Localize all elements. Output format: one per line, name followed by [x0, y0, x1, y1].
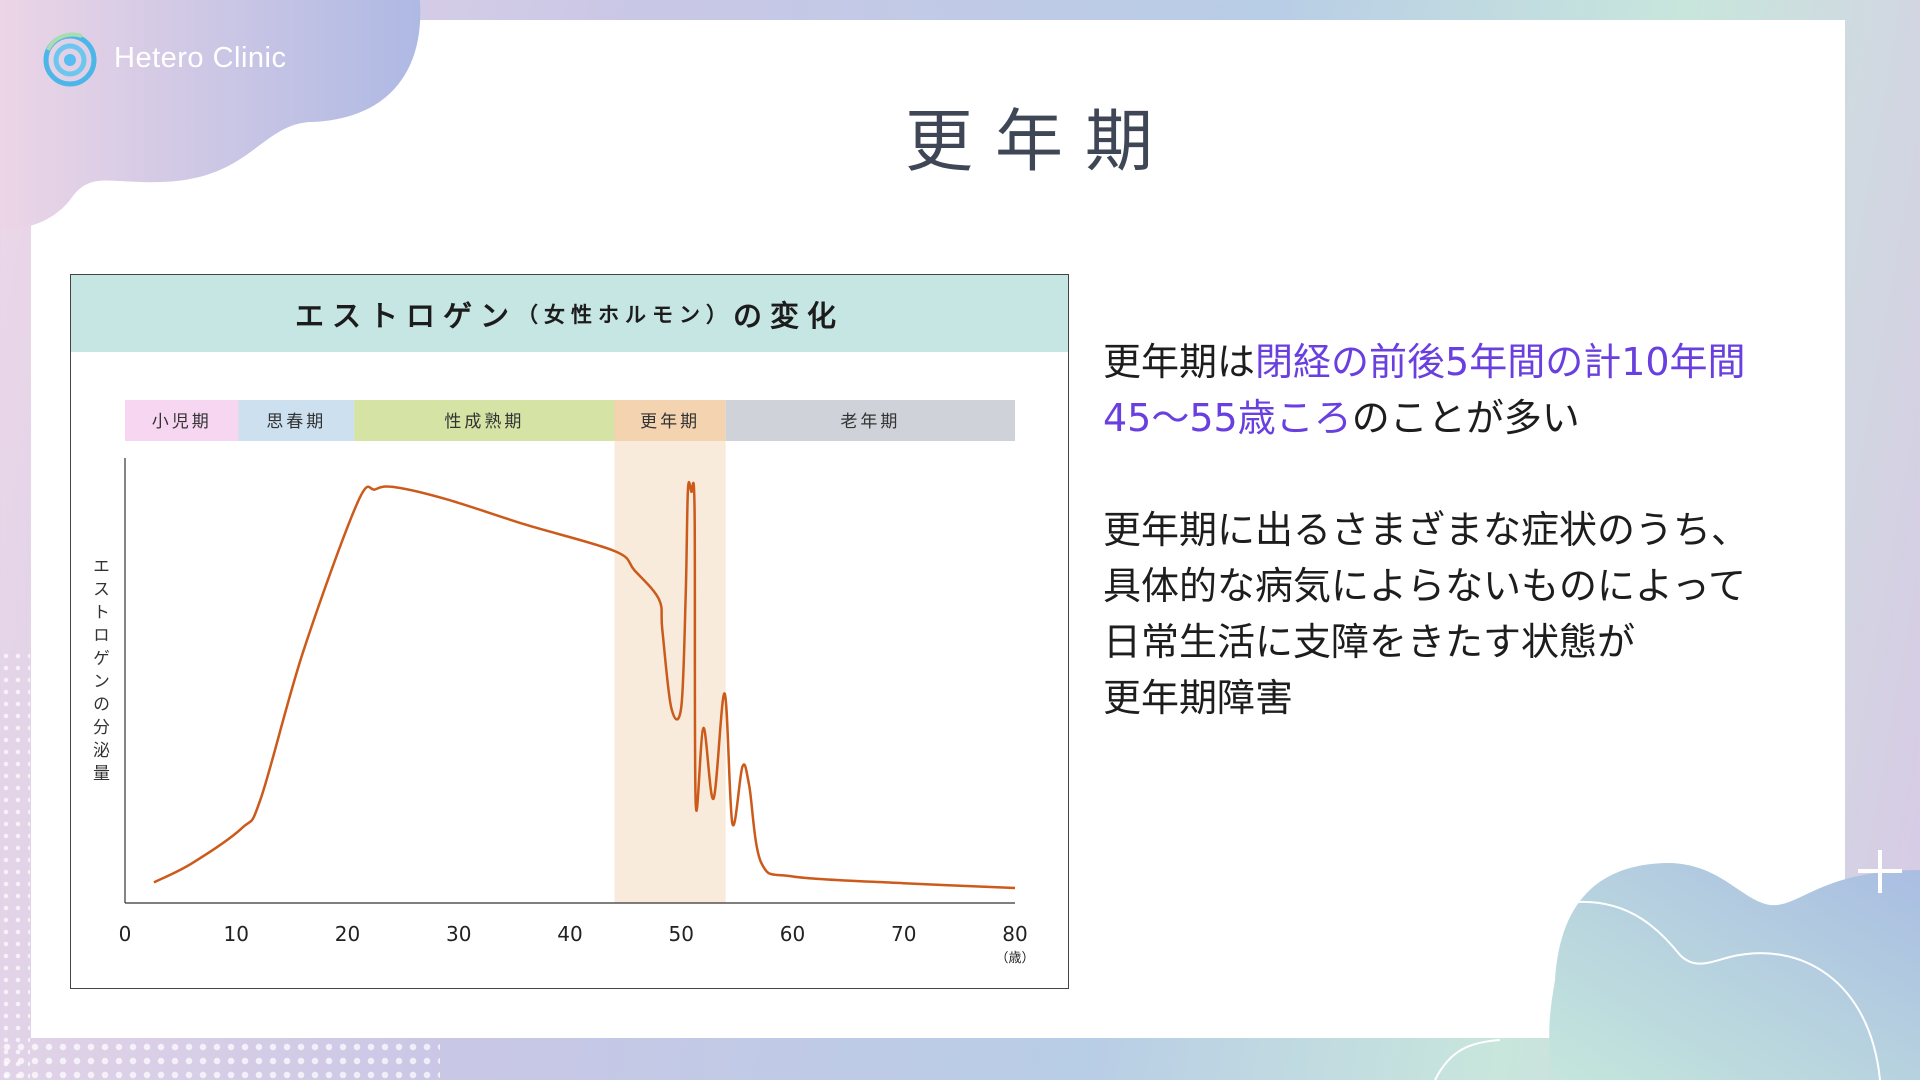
- x-tick-label: 40: [557, 922, 582, 946]
- x-tick-label: 0: [119, 922, 132, 946]
- chart-title-tail: の変化: [733, 298, 845, 333]
- chart-title-main: エストロゲン: [294, 298, 517, 333]
- chart-title: エストロゲン （女性ホルモン） の変化: [71, 275, 1068, 352]
- x-tick-label: 50: [669, 922, 694, 946]
- x-tick-label: 30: [446, 922, 471, 946]
- highlight-text: 45〜55歳ころ: [1103, 396, 1352, 440]
- highlight-text: 閉経の前後5年間の計10年間: [1255, 340, 1746, 384]
- period-label: 思春期: [266, 412, 326, 432]
- decorative-dots-bottom: [0, 1040, 440, 1080]
- chart-svg: 小児期 思春期 性成熟期 更年期 老年期 0 10 20 30 40 50 60 70 80 （歳）: [119, 400, 1035, 966]
- x-axis-unit: （歳）: [995, 951, 1034, 966]
- period-band: [725, 400, 1015, 441]
- period-band: [614, 400, 726, 441]
- text-line: 具体的な病気によらないものによって: [1103, 564, 1746, 608]
- x-tick-label: 10: [224, 922, 249, 946]
- decorative-blob-top-left: [0, 0, 421, 230]
- period-band: [354, 400, 615, 441]
- chart-title-sub: （女性ホルモン）: [517, 302, 733, 327]
- text-line: 更年期障害: [1103, 676, 1294, 720]
- spiral-logo-icon: [43, 32, 97, 87]
- period-label: 更年期: [640, 412, 700, 432]
- paragraph-definition: 更年期は閉経の前後5年間の計10年間 45〜55歳ころのことが多い: [1103, 334, 1749, 446]
- brand-logo: Hetero Clinic: [40, 28, 287, 88]
- decorative-dots: [0, 650, 30, 1080]
- period-label: 老年期: [840, 412, 900, 432]
- estrogen-chart: 小児期 思春期 性成熟期 更年期 老年期 0 10 20 30 40 50 60 70 80 （歳） エスト…: [70, 274, 1069, 989]
- x-tick-label: 70: [891, 922, 916, 946]
- period-band: [238, 400, 355, 441]
- paragraph-disorder: 更年期に出るさまざまな症状のうち、 具体的な病気によらないものによって 日常生活に支…: [1103, 502, 1749, 726]
- x-tick-label: 60: [780, 922, 805, 946]
- y-axis-label: エストロゲンの分泌量: [89, 557, 109, 787]
- text-line: 更年期に出るさまざまな症状のうち、: [1103, 508, 1750, 552]
- estrogen-line: [153, 480, 1016, 890]
- page-title: 更年期: [904, 103, 1175, 182]
- text-span: 更年期は: [1103, 340, 1256, 384]
- decorative-blob-bottom-right: [1434, 850, 1920, 1080]
- period-label: 性成熟期: [444, 411, 524, 432]
- explanation-text: 更年期は閉経の前後5年間の計10年間 45〜55歳ころのことが多い 更年期に出るさ…: [1103, 334, 1749, 782]
- brand-name: Hetero Clinic: [114, 41, 287, 74]
- period-label: 小児期: [152, 412, 212, 432]
- x-tick-label: 20: [335, 922, 360, 946]
- period-band: [125, 400, 239, 441]
- x-tick-label: 80: [1002, 922, 1027, 946]
- text-line: 日常生活に支障をきたす状態が: [1103, 620, 1636, 664]
- plus-icon: [1858, 850, 1902, 893]
- text-span: のことが多い: [1351, 396, 1580, 440]
- menopause-highlight-band: [614, 441, 726, 903]
